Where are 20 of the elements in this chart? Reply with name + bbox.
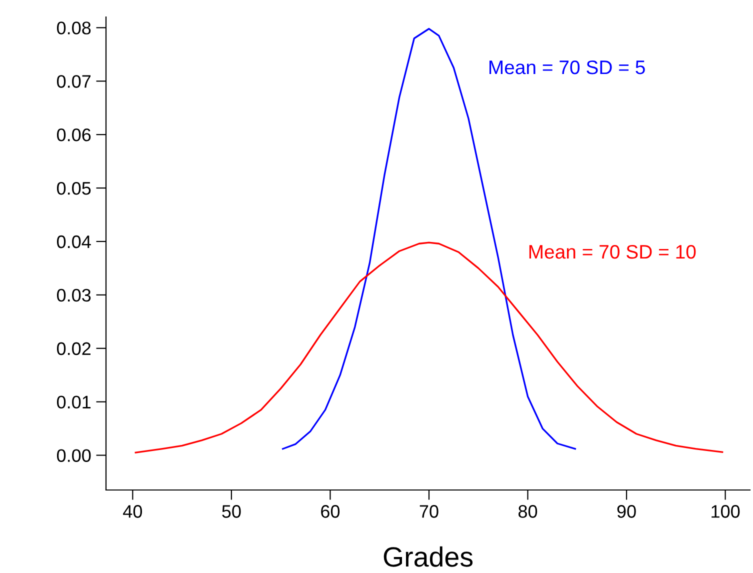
y-tick-label: 0.00 (56, 449, 91, 462)
y-tick-label: 0.08 (56, 22, 91, 34)
x-tick-label: 40 (123, 505, 142, 518)
text: Mean = 70 SD = 10 (529, 244, 696, 259)
y-tick-label: 0.05 (56, 182, 91, 195)
y-tick-label: 0.03 (56, 288, 91, 302)
y-tick-label: 0.06 (56, 128, 91, 142)
x-tick-label: 90 (617, 505, 636, 518)
x-tick-label: 100 (712, 505, 740, 518)
y-tick-label: 0.01 (56, 396, 91, 409)
series-label: Mean = 70 SD = 5 (489, 60, 645, 74)
x-tick-label: 60 (321, 505, 340, 518)
x-axis-title: Grades (384, 546, 473, 567)
x-tick-label: 70 (420, 505, 438, 518)
x-tick-label: 50 (222, 505, 241, 518)
y-tick-label: 0.04 (56, 235, 91, 248)
line-series (134, 242, 724, 454)
y-tick-label: 0.07 (56, 75, 91, 88)
x-tick-label: 80 (518, 505, 538, 518)
y-tick-label: 0.02 (56, 342, 91, 356)
